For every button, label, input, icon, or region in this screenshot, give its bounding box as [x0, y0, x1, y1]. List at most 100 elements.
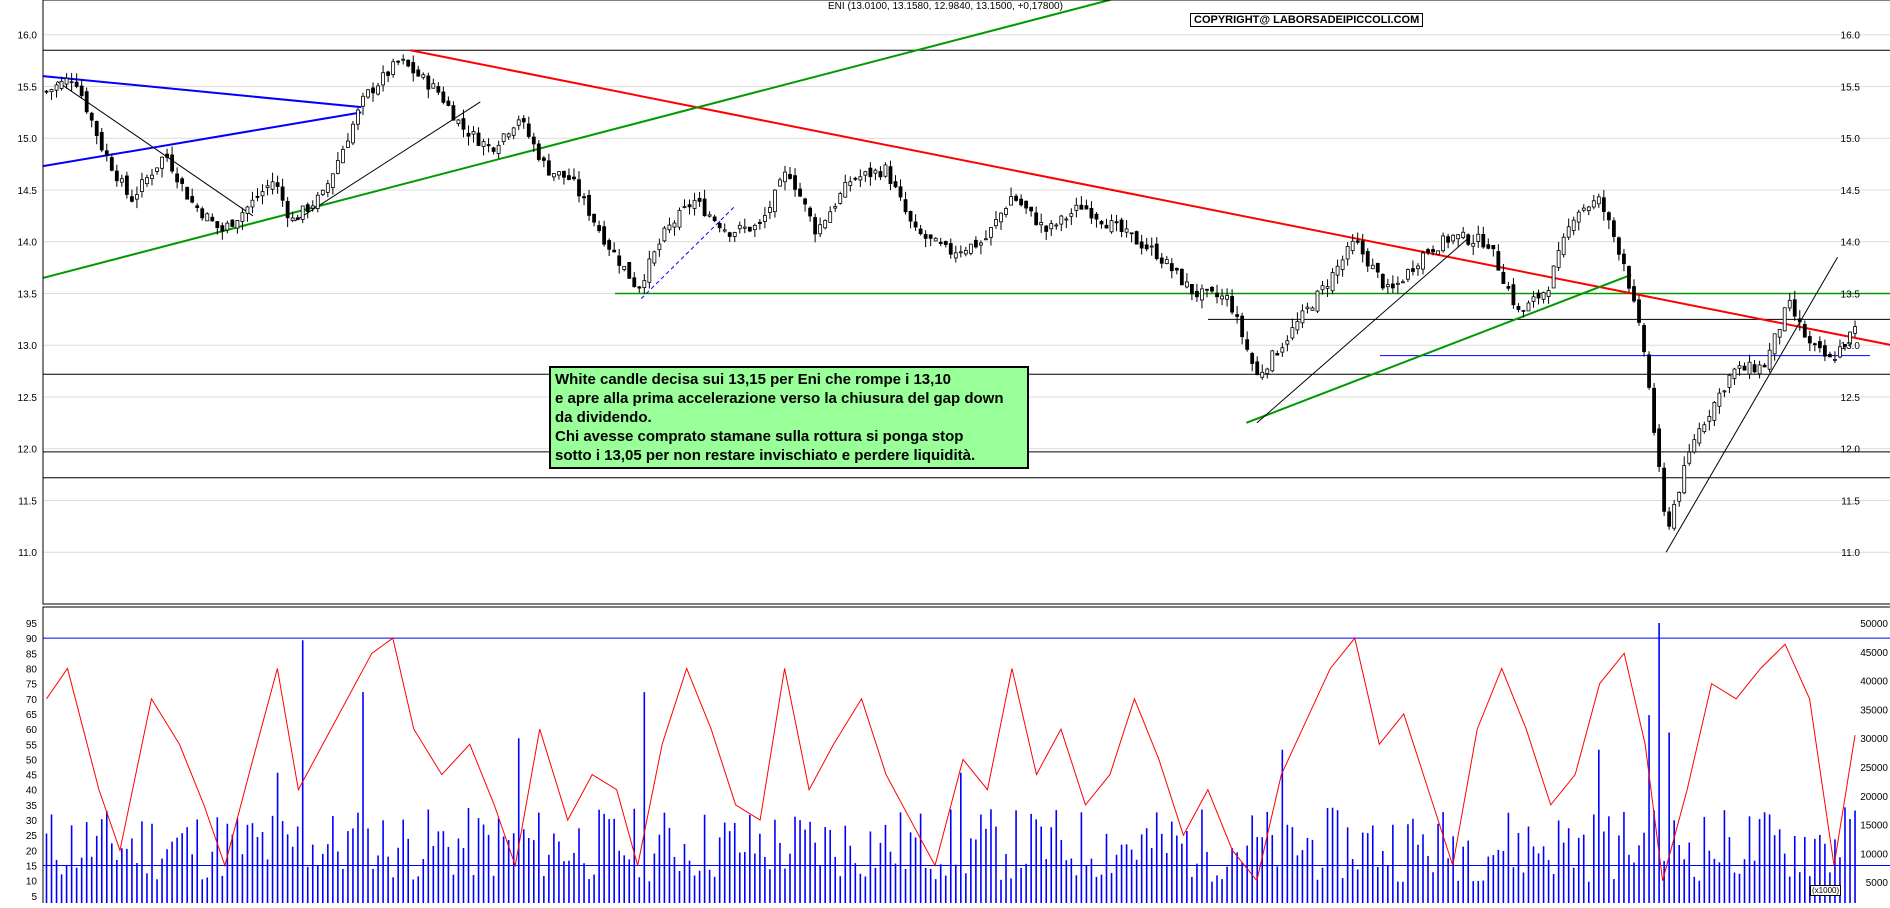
oscillator-tick-label: 80	[26, 664, 38, 675]
volume-tick-label: 50000	[1860, 619, 1888, 630]
candle-body	[1531, 296, 1536, 302]
candle-body	[908, 211, 913, 222]
price-tick-label-right: 16.0	[1841, 31, 1861, 42]
oscillator-tick-label: 30	[26, 816, 38, 827]
note-line: e apre alla prima accelerazione verso la…	[555, 390, 1004, 407]
candle-body	[793, 175, 797, 190]
price-tick-label-left: 14.5	[18, 186, 38, 197]
candle-body	[783, 171, 787, 183]
candle-body	[1486, 244, 1491, 249]
candle-body	[305, 204, 310, 212]
candle-body	[1044, 225, 1049, 232]
candle-body	[1566, 226, 1571, 238]
candle-body	[205, 213, 210, 222]
candle-body	[396, 60, 401, 63]
candle-body	[140, 179, 144, 192]
candle-body	[1627, 266, 1631, 289]
candle-body	[642, 280, 647, 288]
candle-body	[1833, 358, 1837, 361]
candle-body	[1717, 392, 1722, 407]
candle-body	[1792, 299, 1797, 317]
candle-body	[366, 89, 370, 98]
candle-body	[984, 238, 988, 241]
candle-body	[773, 189, 777, 213]
candle-body	[1541, 292, 1546, 300]
price-tick-label-right: 12.5	[1841, 393, 1861, 404]
analysis-note: White candle decisa sui 13,15 per Eni ch…	[549, 366, 1029, 469]
price-tick-label-right: 13.5	[1841, 289, 1861, 300]
candle-body	[1395, 282, 1400, 285]
triangle-line	[42, 75, 362, 109]
candle-body	[1054, 224, 1059, 227]
candle-body	[557, 171, 561, 176]
candle-body	[1441, 235, 1445, 252]
oscillator-tick-label: 15	[26, 862, 38, 873]
candle-body	[1667, 511, 1672, 527]
support-line	[56, 80, 254, 217]
candle-body	[898, 186, 903, 198]
candle-body	[612, 249, 617, 253]
candle-body	[119, 178, 124, 183]
candle-body	[1129, 232, 1134, 235]
candle-body	[873, 169, 878, 174]
price-tick-label-right: 15.0	[1841, 134, 1861, 145]
candle-body	[230, 219, 235, 227]
candle-body	[1707, 416, 1712, 422]
candle-body	[1380, 273, 1385, 289]
candle-body	[828, 211, 833, 223]
candle-body	[1345, 246, 1350, 260]
candle-body	[54, 84, 59, 91]
candle-body	[235, 220, 240, 229]
oscillator-tick-label: 75	[26, 680, 38, 691]
price-tick-label-right: 11.0	[1841, 548, 1860, 559]
candle-body	[1647, 354, 1651, 388]
candle-body	[652, 251, 657, 264]
candle-body	[89, 112, 94, 121]
candle-body	[170, 154, 174, 172]
candle-body	[1611, 220, 1616, 237]
candle-body	[1727, 374, 1732, 388]
candle-body	[511, 127, 516, 136]
candle-body	[938, 241, 943, 244]
candle-body	[1164, 259, 1169, 264]
candle-body	[1069, 213, 1074, 217]
candle-body	[521, 118, 526, 123]
candle-body	[225, 222, 230, 231]
candle-body	[1586, 206, 1591, 212]
price-tick-label-left: 13.0	[18, 341, 38, 352]
candle-body	[1200, 288, 1204, 301]
candle-body	[727, 232, 732, 237]
candle-body	[622, 266, 627, 270]
candle-body	[1697, 428, 1702, 444]
candle-body	[1285, 340, 1290, 345]
price-tick-label-right: 12.0	[1841, 445, 1861, 456]
candle-body	[1546, 290, 1551, 297]
candle-body	[1310, 307, 1315, 311]
candle-body	[1215, 292, 1219, 298]
candle-body	[1114, 221, 1119, 224]
candle-body	[481, 141, 486, 147]
candle-body	[325, 183, 330, 193]
candle-body	[109, 157, 114, 171]
candle-body	[1265, 368, 1270, 375]
candle-body	[150, 174, 154, 179]
candle-body	[295, 217, 300, 220]
candle-body	[1712, 402, 1717, 421]
candle-body	[1777, 329, 1782, 338]
oscillator-tick-label: 85	[26, 649, 38, 660]
candle-body	[968, 243, 973, 254]
candle-body	[546, 160, 551, 176]
candle-body	[1325, 286, 1330, 289]
candle-body	[245, 206, 250, 214]
candle-body	[1652, 387, 1656, 433]
candle-body	[351, 123, 355, 144]
candle-body	[1235, 314, 1240, 317]
candle-body	[1506, 286, 1511, 289]
candles-layer	[44, 54, 1857, 531]
candle-body	[757, 221, 762, 224]
candle-body	[762, 215, 767, 222]
price-tick-label-right: 15.5	[1841, 82, 1861, 93]
candle-body	[1370, 264, 1375, 270]
candle-body	[74, 81, 79, 87]
candle-body	[476, 132, 481, 146]
